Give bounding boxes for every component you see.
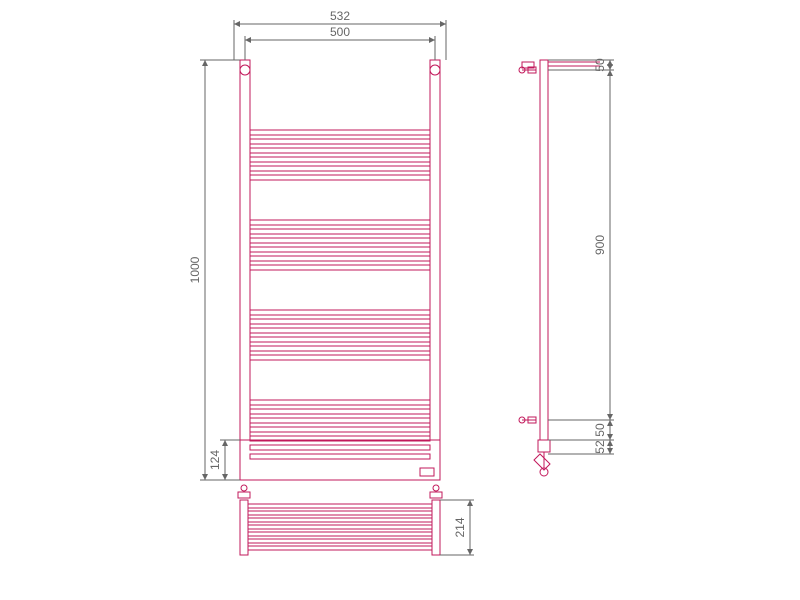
dimension-label: 214 xyxy=(453,517,467,537)
side-view xyxy=(519,60,600,476)
dimension-label: 500 xyxy=(330,25,350,39)
dimension-label: 1000 xyxy=(188,256,202,283)
dimension-label: 532 xyxy=(330,9,350,23)
top-view xyxy=(238,485,442,555)
dimension-label: 52 xyxy=(593,440,607,454)
dimension-label: 900 xyxy=(593,235,607,255)
dimension-label: 124 xyxy=(208,450,222,470)
dimension-label: 50 xyxy=(593,58,607,72)
front-view xyxy=(240,60,440,480)
dimension-label: 50 xyxy=(593,423,607,437)
technical-drawing: 532 500 1000 124 50 900 50 52 214 xyxy=(0,0,800,600)
